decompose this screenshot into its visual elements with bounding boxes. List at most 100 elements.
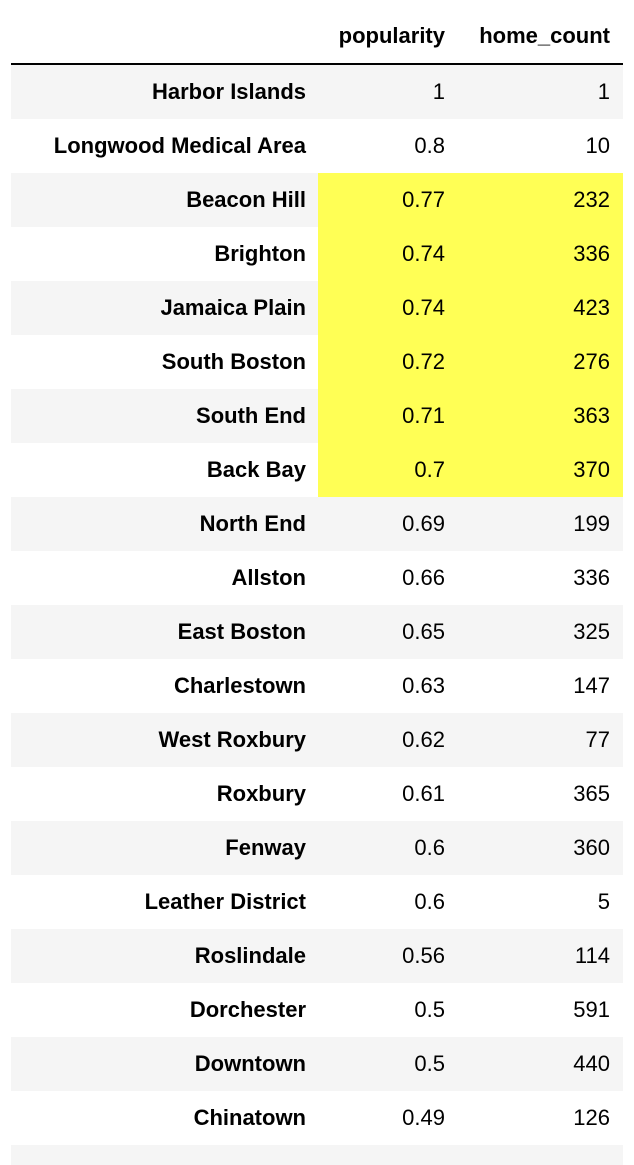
home-count-cell: 370 (458, 443, 623, 497)
table-row: East Boston 0.65 325 (11, 605, 623, 659)
popularity-value: 0.56 (402, 943, 445, 968)
table-row: Brighton 0.74 336 (11, 227, 623, 281)
row-label: South End (196, 403, 306, 428)
home-count-value: 232 (573, 187, 610, 212)
row-label: Harbor Islands (151, 79, 306, 104)
table-row: Charlestown 0.63 147 (11, 659, 623, 713)
row-label: Roxbury (216, 781, 306, 806)
popularity-cell: 0.8 (318, 119, 458, 173)
home-count-value: 360 (573, 835, 610, 860)
table-row: Leather District 0.6 5 (11, 875, 623, 929)
popularity-cell: 0.62 (318, 713, 458, 767)
home-count-value: 199 (573, 511, 610, 536)
popularity-value: 0.6 (414, 889, 445, 914)
popularity-cell: 0.74 (318, 281, 458, 335)
home-count-cell: 199 (458, 497, 623, 551)
popularity-cell: 0.5 (318, 1037, 458, 1091)
table-row: Back Bay 0.7 370 (11, 443, 623, 497)
popularity-cell: 0.61 (318, 767, 458, 821)
popularity-value: 0.5 (414, 997, 445, 1022)
row-label: East Boston (177, 619, 306, 644)
table-row: Allston 0.66 336 (11, 551, 623, 605)
home-count-cell: 440 (458, 1037, 623, 1091)
popularity-value: 0.49 (402, 1105, 445, 1130)
table-row: Dorchester 0.5 591 (11, 983, 623, 1037)
popularity-cell: 0.63 (318, 659, 458, 713)
home-count-cell: 360 (458, 821, 623, 875)
column-header-popularity: popularity (338, 23, 445, 48)
row-label: Downtown (194, 1051, 306, 1076)
table-row: Jamaica Plain 0.74 423 (11, 281, 623, 335)
row-label: Roslindale (194, 943, 306, 968)
row-label: Fenway (225, 835, 306, 860)
home-count-cell: 10 (458, 119, 623, 173)
popularity-value: 0.8 (414, 133, 445, 158)
home-count-value: 363 (573, 403, 610, 428)
popularity-cell: 0.66 (318, 551, 458, 605)
popularity-value: 0.66 (402, 565, 445, 590)
popularity-cell: 0.5 (318, 983, 458, 1037)
home-count-cell: 276 (458, 335, 623, 389)
home-count-value: 126 (573, 1105, 610, 1130)
row-label: Beacon Hill (186, 187, 306, 212)
home-count-value: 440 (573, 1051, 610, 1076)
popularity-value: 0.61 (402, 781, 445, 806)
home-count-value: 5 (597, 889, 610, 914)
table-row: Roslindale 0.56 114 (11, 929, 623, 983)
home-count-value: 370 (573, 457, 610, 482)
home-count-value: 147 (573, 673, 610, 698)
home-count-cell: 232 (458, 173, 623, 227)
home-count-cell: 591 (458, 983, 623, 1037)
popularity-cell: 0.65 (318, 605, 458, 659)
home-count-cell: 336 (458, 551, 623, 605)
home-count-value: 423 (573, 295, 610, 320)
home-count-cell: 1 (458, 65, 623, 119)
popularity-cell: 0.77 (318, 173, 458, 227)
table-row: Harbor Islands 1 1 (11, 65, 623, 119)
popularity-value: 1 (432, 79, 445, 104)
popularity-value: 0.69 (402, 511, 445, 536)
home-count-cell: 336 (458, 227, 623, 281)
home-count-value: 276 (573, 349, 610, 374)
table-row: Roxbury 0.61 365 (11, 767, 623, 821)
table-body: Harbor Islands 1 1 Longwood Medical Area 0.8… (11, 65, 623, 1145)
popularity-cell: 0.74 (318, 227, 458, 281)
row-label: Longwood Medical Area (53, 133, 306, 158)
table-row: West Roxbury 0.62 77 (11, 713, 623, 767)
popularity-cell: 0.6 (318, 821, 458, 875)
row-label: South Boston (161, 349, 306, 374)
popularity-cell: 0.6 (318, 875, 458, 929)
row-label: Jamaica Plain (160, 295, 306, 320)
row-label: Dorchester (189, 997, 306, 1022)
row-label: North End (199, 511, 306, 536)
home-count-cell: 77 (458, 713, 623, 767)
popularity-value: 0.72 (402, 349, 445, 374)
popularity-value: 0.62 (402, 727, 445, 752)
table-row: Fenway 0.6 360 (11, 821, 623, 875)
popularity-value: 0.65 (402, 619, 445, 644)
row-label: West Roxbury (158, 727, 306, 752)
popularity-value: 0.71 (402, 403, 445, 428)
table-row-partial (11, 1145, 623, 1165)
home-count-value: 114 (574, 943, 610, 968)
table-row: North End 0.69 199 (11, 497, 623, 551)
row-label: Charlestown (173, 673, 306, 698)
table-row: South Boston 0.72 276 (11, 335, 623, 389)
home-count-value: 365 (573, 781, 610, 806)
table-row: Beacon Hill 0.77 232 (11, 173, 623, 227)
home-count-cell: 363 (458, 389, 623, 443)
home-count-value: 10 (585, 133, 610, 158)
home-count-value: 591 (573, 997, 610, 1022)
home-count-cell: 325 (458, 605, 623, 659)
home-count-value: 336 (573, 241, 610, 266)
home-count-value: 77 (585, 727, 610, 752)
popularity-value: 0.74 (402, 241, 445, 266)
row-label: Brighton (214, 241, 306, 266)
table-row: Downtown 0.5 440 (11, 1037, 623, 1091)
popularity-cell: 0.7 (318, 443, 458, 497)
home-count-value: 1 (597, 79, 610, 104)
home-count-cell: 423 (458, 281, 623, 335)
popularity-cell: 0.69 (318, 497, 458, 551)
column-header-home-count: home_count (479, 23, 610, 48)
popularity-cell: 0.56 (318, 929, 458, 983)
